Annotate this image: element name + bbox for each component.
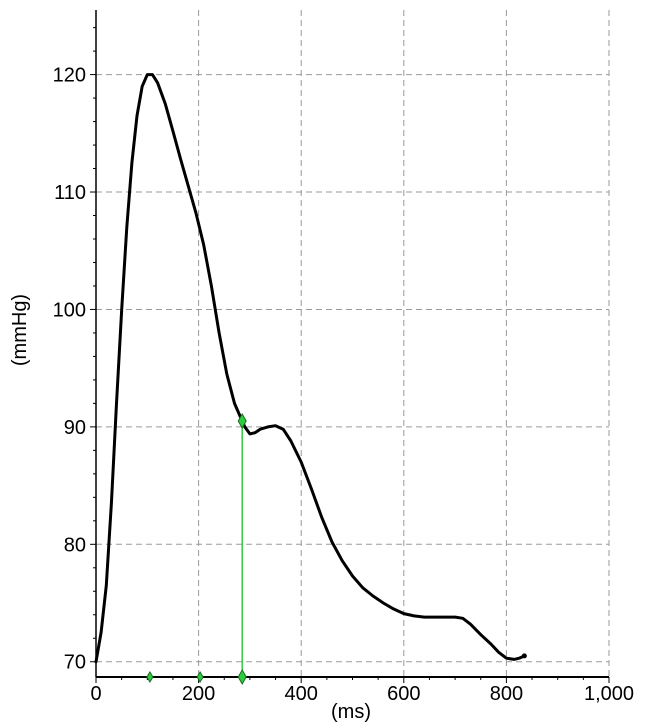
x-tick-label: 1,000 bbox=[584, 683, 634, 705]
data-point bbox=[225, 372, 229, 376]
data-point bbox=[351, 574, 354, 578]
curve-end-point bbox=[521, 653, 527, 659]
data-point bbox=[105, 584, 108, 587]
data-point bbox=[99, 631, 103, 634]
axes bbox=[90, 10, 610, 683]
data-point bbox=[164, 102, 167, 106]
data-point bbox=[202, 243, 205, 247]
x-tick-label: 400 bbox=[285, 683, 318, 705]
data-point bbox=[258, 428, 262, 431]
baseline-marker-diamond[interactable] bbox=[196, 671, 204, 683]
data-point bbox=[146, 73, 149, 76]
data-point bbox=[361, 586, 364, 589]
x-tick-label: 800 bbox=[490, 683, 523, 705]
data-point bbox=[243, 425, 246, 429]
data-point bbox=[238, 413, 241, 417]
y-tick-label: 90 bbox=[64, 417, 86, 439]
data-point bbox=[330, 540, 334, 544]
baseline-marker-diamond[interactable] bbox=[146, 671, 154, 683]
data-point bbox=[120, 308, 123, 311]
data-point bbox=[115, 402, 118, 405]
data-point bbox=[300, 460, 303, 464]
data-point bbox=[140, 85, 144, 88]
data-point bbox=[505, 657, 508, 660]
data-point bbox=[518, 657, 521, 660]
pressure-curve bbox=[94, 73, 526, 664]
data-point bbox=[156, 81, 159, 85]
data-point bbox=[253, 431, 257, 434]
data-point bbox=[443, 615, 447, 619]
data-point bbox=[433, 615, 436, 619]
baseline-marker-diamond[interactable] bbox=[237, 668, 247, 686]
x-axis-title: (ms) bbox=[331, 701, 371, 723]
data-point bbox=[497, 651, 500, 654]
data-point bbox=[125, 226, 128, 229]
data-point bbox=[512, 658, 516, 661]
data-point bbox=[320, 516, 323, 519]
data-point bbox=[412, 614, 416, 618]
data-point bbox=[402, 612, 405, 615]
data-point bbox=[110, 502, 113, 505]
data-point bbox=[135, 114, 139, 117]
data-point bbox=[187, 184, 190, 188]
data-point bbox=[194, 211, 198, 215]
data-point bbox=[130, 161, 134, 164]
data-point bbox=[489, 642, 493, 646]
series-layer bbox=[94, 73, 527, 664]
data-point bbox=[341, 559, 344, 562]
data-point bbox=[210, 284, 213, 288]
data-point bbox=[282, 428, 285, 431]
data-point bbox=[461, 617, 464, 620]
x-tick-label: 600 bbox=[387, 683, 420, 705]
tick-labels: 0 200 400 600 800 1,000 70 80 90 100 110 120 bbox=[53, 65, 634, 705]
y-tick-label: 120 bbox=[53, 65, 86, 87]
data-point bbox=[310, 487, 313, 491]
x-tick-label: 200 bbox=[182, 683, 215, 705]
data-point bbox=[266, 425, 270, 429]
markers-layer bbox=[146, 412, 247, 686]
y-tick-label: 110 bbox=[54, 182, 86, 204]
data-point bbox=[179, 157, 182, 161]
y-tick-label: 70 bbox=[64, 652, 86, 674]
data-point bbox=[217, 331, 221, 335]
data-point bbox=[94, 660, 98, 663]
data-point bbox=[371, 594, 375, 598]
data-point bbox=[479, 633, 482, 636]
curve-marker-diamond[interactable] bbox=[237, 412, 247, 430]
data-point bbox=[233, 402, 236, 405]
data-point bbox=[453, 615, 457, 619]
grid-lines bbox=[96, 10, 610, 677]
data-point bbox=[248, 432, 252, 436]
x-tick-label: 0 bbox=[90, 683, 101, 705]
y-axis-title: (mmHg) bbox=[9, 294, 31, 366]
data-point bbox=[423, 615, 426, 619]
y-tick-label: 100 bbox=[53, 299, 86, 321]
data-point bbox=[151, 73, 154, 76]
y-tick-label: 80 bbox=[64, 534, 86, 556]
data-point bbox=[274, 424, 277, 427]
data-point bbox=[171, 129, 175, 133]
data-point bbox=[469, 622, 472, 626]
data-point bbox=[382, 601, 385, 605]
data-point bbox=[392, 607, 395, 611]
data-point bbox=[289, 439, 293, 443]
